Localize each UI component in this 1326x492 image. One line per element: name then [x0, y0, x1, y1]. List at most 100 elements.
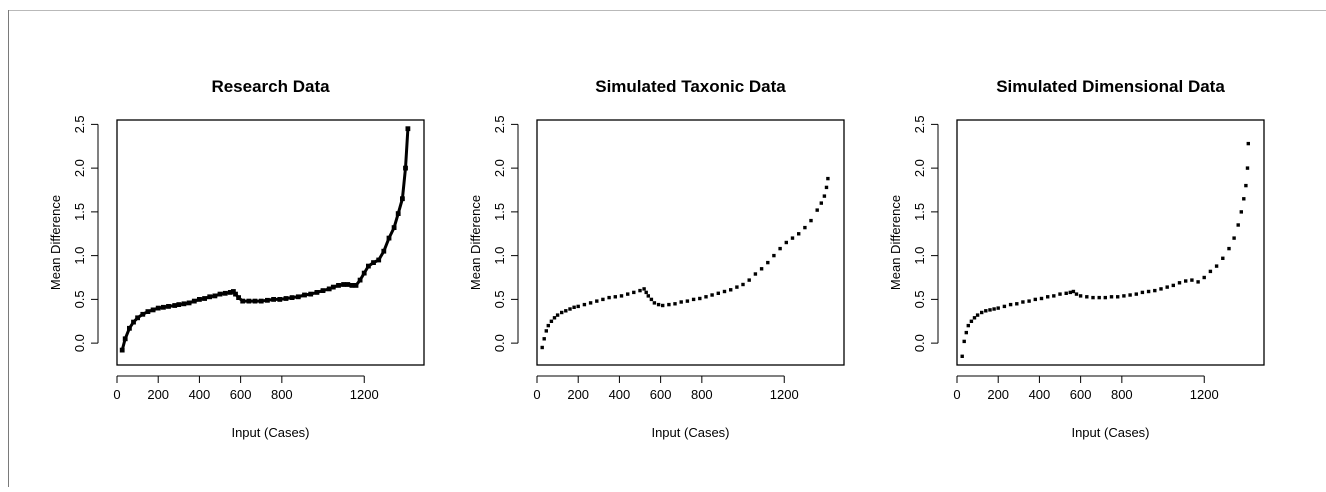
- data-point: [1046, 295, 1050, 299]
- data-point: [1074, 292, 1079, 296]
- data-point: [969, 319, 974, 323]
- data-point: [283, 296, 289, 301]
- data-point: [552, 316, 557, 320]
- y-axis-label: Mean Difference: [48, 195, 63, 290]
- data-point: [753, 272, 758, 276]
- x-tick-label: 1200: [770, 387, 799, 402]
- y-tick-label: 1.5: [492, 203, 507, 221]
- data-point: [1232, 236, 1236, 240]
- data-point: [568, 307, 572, 311]
- data-point: [540, 345, 544, 350]
- chart-panel-research-data: Research Data 0 200 400 600 800 1200 0.0 0.5 1.0 1…: [48, 77, 425, 440]
- data-point: [656, 302, 661, 307]
- data-point: [980, 310, 984, 315]
- data-point: [227, 290, 233, 295]
- data-point: [595, 299, 599, 303]
- data-point: [710, 293, 714, 297]
- chart-panel-simulated-taxonic-data: Simulated Taxonic Data 0 200 400 600 800 1200 0…: [468, 77, 845, 440]
- data-point: [644, 290, 648, 295]
- data-point: [135, 315, 140, 321]
- data-point: [345, 282, 351, 287]
- data-point: [984, 309, 988, 313]
- y-tick-label: 1.5: [912, 203, 927, 221]
- data-point: [127, 325, 132, 331]
- y-tick-label: 2.0: [72, 159, 87, 177]
- x-axis-label: Input (Cases): [1071, 425, 1149, 440]
- data-point: [1097, 295, 1101, 300]
- chart-panel-simulated-dimensional-data: Simulated Dimensional Data 0 200 400 600 800 1…: [888, 77, 1265, 440]
- data-point: [966, 323, 970, 328]
- data-point: [1027, 299, 1031, 303]
- data-point: [1078, 294, 1083, 298]
- data-point: [371, 260, 376, 265]
- data-point: [972, 316, 977, 320]
- data-point: [145, 309, 151, 314]
- data-point: [186, 300, 192, 306]
- data-point: [797, 232, 801, 236]
- data-point: [747, 278, 751, 282]
- y-tick-label: 0.5: [912, 290, 927, 308]
- data-point: [1190, 278, 1194, 282]
- data-point: [735, 285, 739, 289]
- data-point: [704, 295, 708, 299]
- chart-title: Simulated Dimensional Data: [996, 77, 1225, 96]
- x-tick-label: 400: [1029, 387, 1051, 402]
- data-point: [1246, 141, 1250, 146]
- data-point: [673, 302, 677, 306]
- data-point: [962, 339, 966, 344]
- y-axis-label: Mean Difference: [468, 195, 483, 290]
- data-point: [400, 196, 405, 202]
- data-point: [172, 303, 178, 308]
- data-point: [233, 291, 238, 297]
- data-point: [601, 297, 605, 302]
- data-point: [222, 290, 228, 296]
- data-series: [119, 126, 411, 353]
- data-series: [960, 141, 1250, 358]
- data-point: [1109, 295, 1114, 299]
- data-point: [1165, 285, 1169, 289]
- data-point: [822, 194, 827, 198]
- data-point: [1196, 280, 1200, 284]
- y-tick-label: 1.0: [492, 247, 507, 265]
- data-point: [638, 288, 642, 293]
- data-point: [1244, 183, 1248, 188]
- y-tick-label: 1.0: [72, 247, 87, 265]
- data-point: [826, 176, 830, 181]
- data-point: [202, 296, 207, 301]
- data-point: [803, 225, 807, 230]
- data-point: [1140, 290, 1145, 295]
- data-point: [1085, 295, 1089, 299]
- data-point: [386, 235, 392, 241]
- data-point: [197, 297, 202, 302]
- data-point: [549, 319, 554, 323]
- x-tick-label: 0: [113, 387, 120, 402]
- data-point: [1227, 246, 1231, 251]
- data-point: [330, 284, 336, 290]
- data-point: [1236, 223, 1240, 227]
- y-tick-label: 2.0: [492, 159, 507, 177]
- data-point: [964, 330, 968, 335]
- x-tick-label: 600: [230, 387, 252, 402]
- data-point: [1064, 291, 1068, 295]
- data-point: [1184, 279, 1188, 283]
- data-point: [119, 347, 125, 353]
- data-point: [361, 270, 367, 276]
- data-point: [217, 291, 223, 297]
- data-point: [295, 294, 301, 300]
- x-tick-label: 600: [1070, 387, 1092, 402]
- data-point: [1021, 300, 1025, 304]
- x-tick-label: 200: [987, 387, 1009, 402]
- data-point: [572, 305, 576, 309]
- data-point: [698, 296, 702, 301]
- data-point: [1214, 264, 1219, 268]
- plot-frame: [536, 119, 845, 366]
- x-tick-label: 0: [953, 387, 960, 402]
- data-point: [741, 282, 745, 287]
- data-point: [582, 302, 587, 307]
- data-point: [576, 304, 580, 309]
- data-point: [649, 297, 654, 302]
- data-point: [258, 298, 264, 304]
- data-point: [353, 283, 359, 288]
- data-point: [546, 323, 550, 328]
